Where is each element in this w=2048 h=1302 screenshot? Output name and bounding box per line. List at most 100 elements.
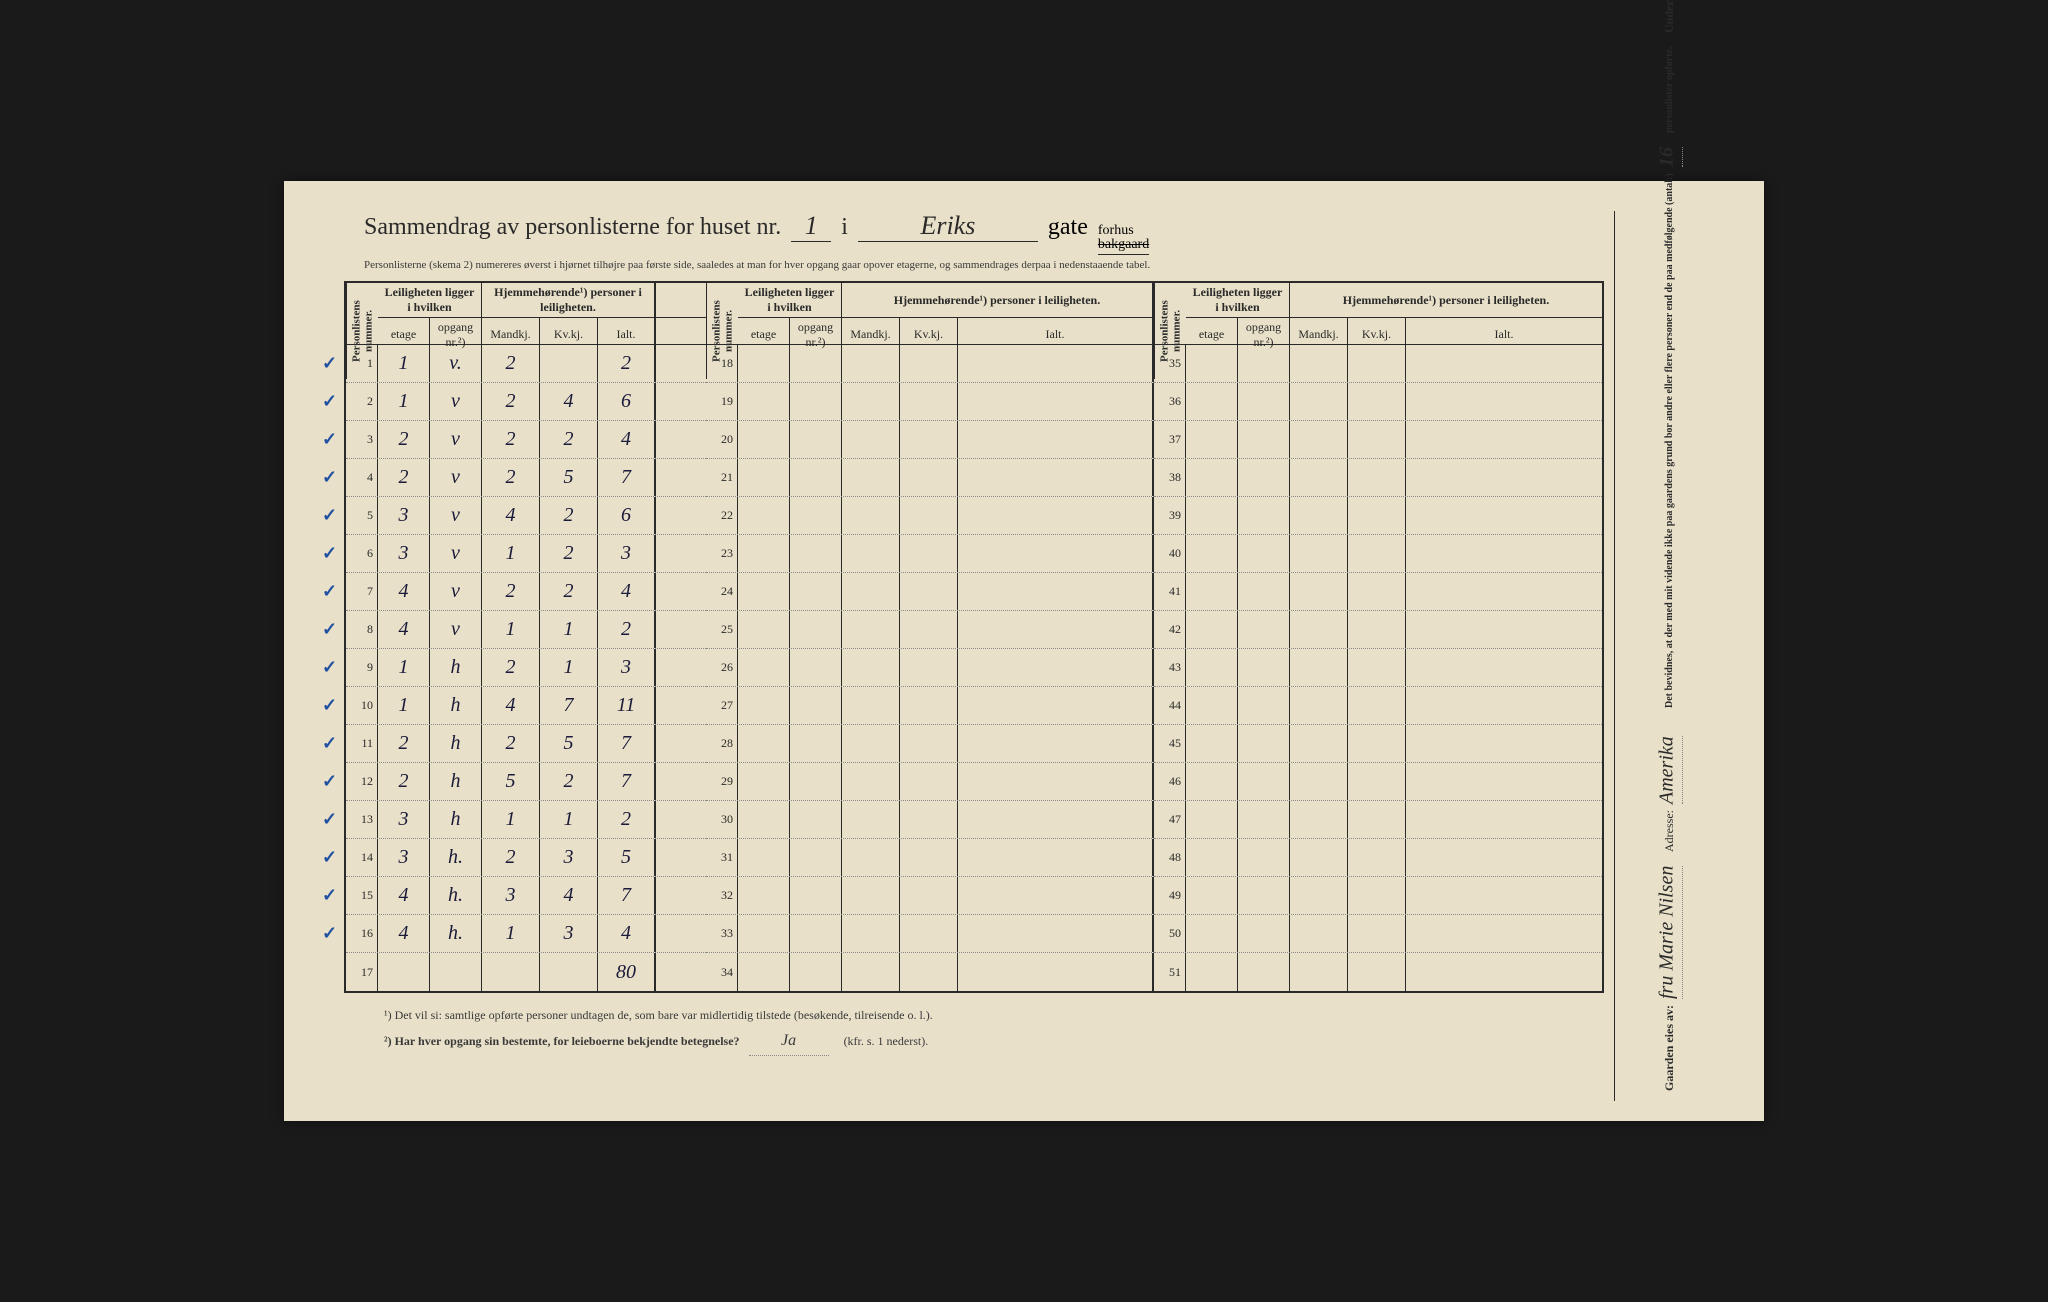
gaarden-label: Gaarden eies av: [1662, 1005, 1677, 1091]
table-row: ✓112h257 [346, 725, 706, 763]
cell-opgang: v [430, 497, 482, 534]
cell-etage: 3 [378, 801, 430, 838]
cell-ialt: 2 [598, 611, 656, 648]
footnote-2: ²) Har hver opgang sin bestemte, for lei… [384, 1027, 1604, 1057]
cell-etage [738, 763, 790, 800]
table-row: 32 [706, 877, 1154, 915]
cell-mandkj: 4 [482, 687, 540, 724]
row-number: ✓5 [346, 497, 378, 534]
block3-body: 3536373839404142434445464748495051 [1154, 345, 1602, 991]
cell-kvkj [900, 573, 958, 610]
row-number: 17 [346, 953, 378, 991]
cell-mandkj [482, 953, 540, 991]
row-number: 27 [706, 687, 738, 724]
cell-opgang [1238, 345, 1290, 382]
cell-etage: 3 [378, 535, 430, 572]
cell-mandkj: 1 [482, 801, 540, 838]
cell-opgang [1238, 535, 1290, 572]
cell-ialt: 4 [598, 421, 656, 458]
row-number: 51 [1154, 953, 1186, 991]
cell-kvkj [900, 953, 958, 991]
cell-ialt [958, 345, 1154, 382]
row-number: 22 [706, 497, 738, 534]
cell-ialt [958, 421, 1154, 458]
cell-mandkj [842, 383, 900, 420]
table-row: 21 [706, 459, 1154, 497]
cell-mandkj [842, 725, 900, 762]
row-number: ✓10 [346, 687, 378, 724]
cell-opgang [790, 953, 842, 991]
cell-ialt [958, 763, 1154, 800]
bevidnes-text: Det bevidnes, at der med mit vidende ikk… [1664, 173, 1675, 708]
cell-opgang [790, 497, 842, 534]
check-icon: ✓ [322, 353, 337, 374]
cell-kvkj [1348, 877, 1406, 914]
cell-etage [1186, 611, 1238, 648]
cell-etage: 1 [378, 345, 430, 382]
cell-etage [1186, 801, 1238, 838]
personlister-line: personlister opførte. [1619, 47, 1720, 133]
cell-opgang [790, 535, 842, 572]
cell-etage: 1 [378, 383, 430, 420]
cell-ialt: 6 [598, 497, 656, 534]
table-row: 24 [706, 573, 1154, 611]
cell-kvkj: 2 [540, 497, 598, 534]
cell-etage [1186, 459, 1238, 496]
cell-ialt [958, 801, 1154, 838]
cell-etage: 1 [378, 687, 430, 724]
row-number: 35 [1154, 345, 1186, 382]
cell-mandkj [842, 421, 900, 458]
table-row: 22 [706, 497, 1154, 535]
check-icon: ✓ [322, 885, 337, 906]
cell-kvkj [1348, 611, 1406, 648]
cell-ialt [958, 839, 1154, 876]
cell-opgang [1238, 953, 1290, 991]
cell-mandkj [1290, 915, 1348, 952]
check-icon: ✓ [322, 657, 337, 678]
cell-mandkj [842, 953, 900, 991]
col-header-leiligheten-3: Leiligheten ligger i hvilken [1186, 283, 1290, 317]
cell-kvkj [1348, 421, 1406, 458]
row-number: 21 [706, 459, 738, 496]
cell-opgang: h. [430, 915, 482, 952]
cell-mandkj [842, 877, 900, 914]
check-icon: ✓ [322, 695, 337, 716]
cell-ialt [1406, 839, 1602, 876]
table-row: 46 [1154, 763, 1602, 801]
cell-ialt [1406, 649, 1602, 686]
vert-section: Gaarden eies av: fru Marie Nilsen Adress… [1615, 211, 1724, 1101]
cell-mandkj: 1 [482, 915, 540, 952]
table-row: 1780 [346, 953, 706, 991]
cell-etage: 1 [378, 649, 430, 686]
cell-etage [1186, 725, 1238, 762]
cell-opgang [790, 345, 842, 382]
cell-kvkj: 3 [540, 839, 598, 876]
cell-etage: 4 [378, 573, 430, 610]
table-row: 43 [1154, 649, 1602, 687]
row-number: 34 [706, 953, 738, 991]
cell-ialt [1406, 459, 1602, 496]
check-icon: ✓ [322, 923, 337, 944]
row-number: 40 [1154, 535, 1186, 572]
cell-kvkj [1348, 459, 1406, 496]
cell-kvkj [900, 459, 958, 496]
cell-opgang [790, 421, 842, 458]
cell-kvkj [1348, 763, 1406, 800]
table-row: ✓133h112 [346, 801, 706, 839]
table-row: 36 [1154, 383, 1602, 421]
row-number: 26 [706, 649, 738, 686]
gaarden-line: Gaarden eies av: fru Marie Nilsen [1619, 866, 1720, 1091]
cell-mandkj: 1 [482, 535, 540, 572]
cell-opgang [790, 573, 842, 610]
cell-ialt [958, 915, 1154, 952]
table-row: 40 [1154, 535, 1602, 573]
cell-ialt: 3 [598, 535, 656, 572]
underskrift-line: Underskrift (tydelig navn): Sved. Grønba… [1619, 0, 1720, 33]
cell-ialt [1406, 421, 1602, 458]
row-number: ✓9 [346, 649, 378, 686]
row-number: 23 [706, 535, 738, 572]
cell-ialt [1406, 383, 1602, 420]
cell-etage: 3 [378, 497, 430, 534]
cell-opgang [790, 763, 842, 800]
cell-etage [1186, 497, 1238, 534]
